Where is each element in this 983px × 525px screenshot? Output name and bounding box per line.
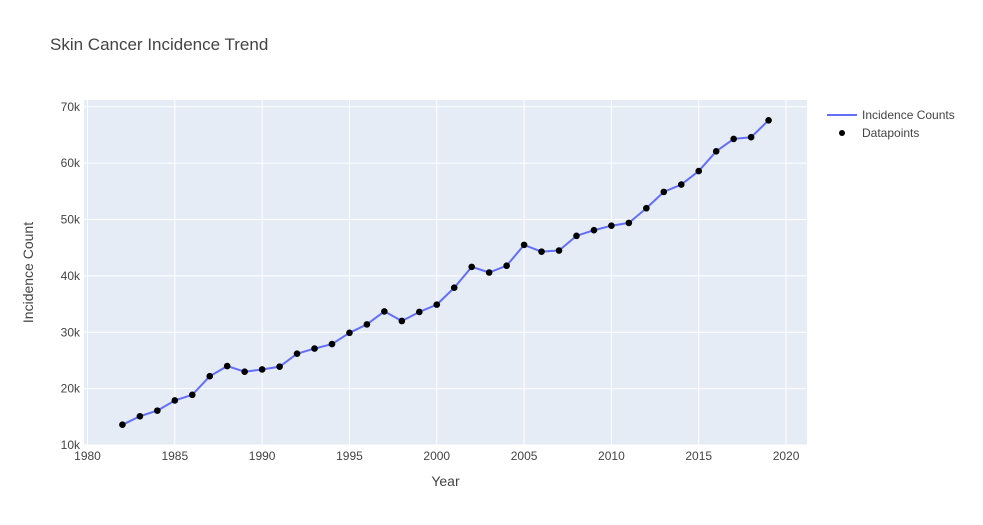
datapoint-marker[interactable] <box>119 421 126 429</box>
datapoint-marker[interactable] <box>573 232 580 240</box>
datapoint-marker[interactable] <box>398 317 406 325</box>
y-tick-label: 60k <box>61 156 81 170</box>
datapoint-marker[interactable] <box>346 329 353 337</box>
y-axis-title: Incidence Count <box>20 222 36 323</box>
legend-marker-swatch <box>839 130 845 136</box>
datapoint-marker[interactable] <box>381 308 388 315</box>
datapoint-marker[interactable] <box>625 219 633 227</box>
plot-background <box>84 100 807 445</box>
y-tick-label: 30k <box>61 325 81 339</box>
datapoint-marker[interactable] <box>643 204 650 212</box>
legend-item-incidence-counts[interactable]: Incidence Counts <box>827 108 955 122</box>
y-tick-label: 20k <box>61 382 81 396</box>
datapoint-marker[interactable] <box>747 133 755 141</box>
x-tick-label: 2000 <box>423 449 450 463</box>
datapoint-marker[interactable] <box>695 167 703 175</box>
datapoint-marker[interactable] <box>136 412 144 420</box>
datapoint-marker[interactable] <box>538 248 545 255</box>
x-tick-label: 2015 <box>685 449 712 463</box>
chart-title: Skin Cancer Incidence Trend <box>50 35 268 54</box>
datapoint-marker[interactable] <box>416 308 423 316</box>
legend-label-datapoints: Datapoints <box>862 126 919 140</box>
legend-label-incidence-counts: Incidence Counts <box>862 108 955 122</box>
datapoint-marker[interactable] <box>206 372 214 380</box>
datapoint-marker[interactable] <box>712 147 720 155</box>
datapoint-marker[interactable] <box>450 284 458 292</box>
y-axis-ticks: 10k 20k 30k 40k 50k 60k 70k <box>61 100 81 452</box>
grid <box>84 100 807 446</box>
legend[interactable]: Incidence Counts Datapoints <box>827 108 955 140</box>
datapoint-marker[interactable] <box>241 368 248 376</box>
legend-item-datapoints[interactable]: Datapoints <box>839 126 919 140</box>
x-axis-ticks: 1980 1985 1990 1995 2000 2005 2010 2015 2020 <box>74 449 800 463</box>
series-layer <box>119 116 772 429</box>
y-tick-label: 40k <box>61 269 81 283</box>
x-tick-label: 1985 <box>161 449 188 463</box>
datapoint-marker[interactable] <box>485 269 493 276</box>
x-tick-label: 2020 <box>773 449 800 463</box>
x-tick-label: 1980 <box>74 449 101 463</box>
datapoint-marker[interactable] <box>258 366 266 373</box>
datapoint-marker[interactable] <box>608 222 615 230</box>
datapoint-marker[interactable] <box>590 226 598 234</box>
y-tick-label: 10k <box>61 438 81 452</box>
datapoint-marker[interactable] <box>765 116 772 124</box>
datapoint-marker[interactable] <box>660 188 668 196</box>
datapoint-marker[interactable] <box>433 301 441 308</box>
y-tick-label: 70k <box>61 100 81 114</box>
datapoint-marker[interactable] <box>311 345 318 352</box>
x-tick-label: 2005 <box>511 449 538 463</box>
y-tick-label: 50k <box>61 213 81 227</box>
datapoint-marker[interactable] <box>276 363 283 370</box>
datapoint-marker[interactable] <box>328 340 336 348</box>
datapoint-marker[interactable] <box>730 135 737 143</box>
datapoint-marker[interactable] <box>555 247 563 254</box>
datapoint-marker[interactable] <box>223 362 231 370</box>
x-tick-label: 1990 <box>249 449 276 463</box>
x-tick-label: 1995 <box>336 449 363 463</box>
datapoint-marker[interactable] <box>363 321 371 328</box>
x-tick-label: 2010 <box>598 449 625 463</box>
x-axis-title: Year <box>431 473 460 489</box>
datapoint-marker[interactable] <box>154 407 161 414</box>
datapoint-marker[interactable] <box>293 350 301 357</box>
datapoint-marker[interactable] <box>520 241 528 249</box>
datapoint-marker[interactable] <box>171 397 179 404</box>
datapoint-marker[interactable] <box>677 181 685 188</box>
datapoint-marker[interactable] <box>503 262 510 270</box>
datapoint-marker[interactable] <box>468 263 475 271</box>
datapoint-marker[interactable] <box>188 391 196 399</box>
